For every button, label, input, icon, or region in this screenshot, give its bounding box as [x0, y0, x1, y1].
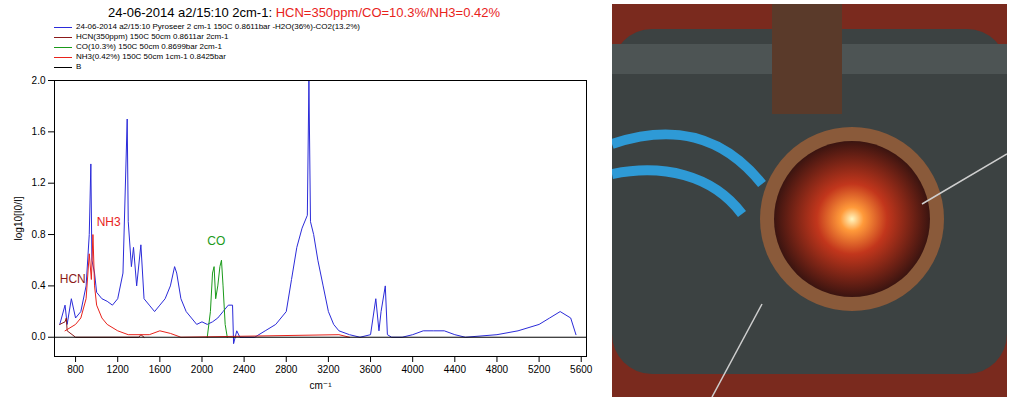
- svg-text:0.8: 0.8: [32, 229, 46, 240]
- svg-text:5200: 5200: [528, 364, 551, 375]
- html-text:CO(10.3%) 150C 50cm 0.8699bar: CO(10.3%) 150C 50cm 0.8699bar 2cm-1: [76, 42, 222, 51]
- svg-text:1.6: 1.6: [32, 126, 46, 137]
- html-text:NH3(0.42%) 150C 50cm 1cm-1 0.8: NH3(0.42%) 150C 50cm 1cm-1 0.8425bar: [76, 52, 226, 61]
- svg-text:2.0: 2.0: [32, 75, 46, 86]
- html-text:24-06-2014 a2/15:10 Pyroseer 2: 24-06-2014 a2/15:10 Pyroseer 2 cm-1 150C…: [76, 22, 360, 31]
- svg-text:800: 800: [67, 364, 84, 375]
- svg-text:1.2: 1.2: [32, 177, 46, 188]
- svg-text:HCN: HCN: [60, 272, 86, 286]
- svg-text:CO: CO: [207, 234, 225, 248]
- svg-text:1200: 1200: [107, 364, 130, 375]
- html-text:B: B: [76, 62, 82, 71]
- svg-text:4000: 4000: [402, 364, 425, 375]
- html-text:HCN(350ppm) 150C 50cm 0.8611ar: HCN(350ppm) 150C 50cm 0.8611ar 2cm-1: [76, 32, 229, 41]
- svg-text:2400: 2400: [233, 364, 256, 375]
- svg-text:4800: 4800: [486, 364, 509, 375]
- svg-text:cm⁻¹: cm⁻¹: [310, 380, 333, 391]
- svg-text:log10[I0/I]: log10[I0/I]: [13, 196, 24, 240]
- svg-text:2000: 2000: [191, 364, 214, 375]
- svg-text:2800: 2800: [275, 364, 298, 375]
- svg-text:1600: 1600: [149, 364, 172, 375]
- svg-text:3600: 3600: [359, 364, 382, 375]
- svg-text:0.4: 0.4: [32, 280, 46, 291]
- svg-text:NH3: NH3: [97, 215, 121, 229]
- svg-text:5600: 5600: [570, 364, 593, 375]
- svg-text:0.0: 0.0: [32, 331, 46, 342]
- svg-text:4400: 4400: [444, 364, 467, 375]
- html-text:24-06-2014 a2/15:10 2cm-1: HCN: 24-06-2014 a2/15:10 2cm-1: HCN=350ppm/CO…: [108, 5, 500, 20]
- svg-text:3200: 3200: [317, 364, 340, 375]
